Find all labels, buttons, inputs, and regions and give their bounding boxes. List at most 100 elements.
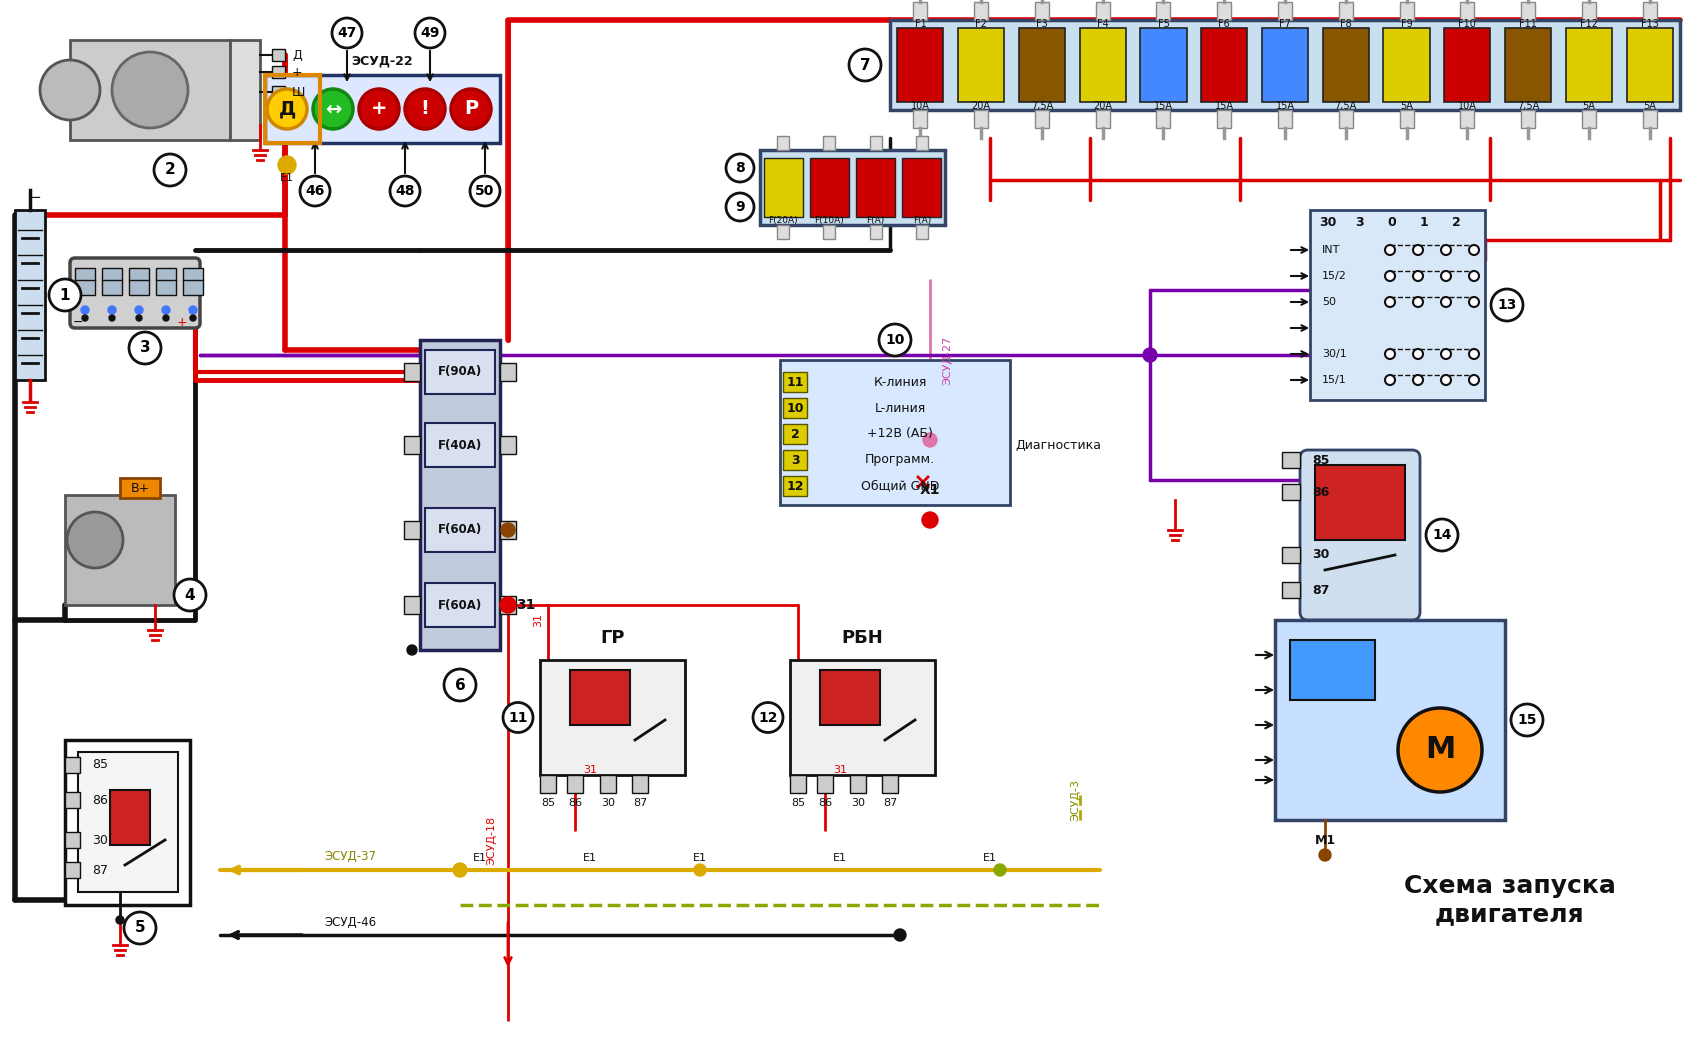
Bar xyxy=(784,450,808,470)
Text: 5A: 5A xyxy=(1583,101,1595,111)
Text: X1: X1 xyxy=(920,483,941,497)
Bar xyxy=(855,158,895,217)
Text: L-линия: L-линия xyxy=(874,402,925,414)
Circle shape xyxy=(1413,271,1423,281)
Circle shape xyxy=(1385,375,1396,385)
Text: F(90A): F(90A) xyxy=(438,366,482,378)
Text: 0: 0 xyxy=(1387,215,1396,229)
Bar xyxy=(102,268,123,295)
Bar xyxy=(1460,2,1474,20)
Text: 15/2: 15/2 xyxy=(1322,271,1346,281)
Bar xyxy=(540,660,685,775)
Text: E1: E1 xyxy=(694,853,707,863)
Bar xyxy=(404,596,419,614)
Text: 7,5A: 7,5A xyxy=(1031,101,1053,111)
Circle shape xyxy=(1442,245,1452,255)
Text: F1: F1 xyxy=(915,19,927,29)
Text: ЭСУД-22: ЭСУД-22 xyxy=(351,54,414,68)
Bar xyxy=(567,775,583,793)
Bar xyxy=(903,158,941,217)
Text: 86: 86 xyxy=(92,794,107,807)
Circle shape xyxy=(1469,349,1479,359)
Text: 47: 47 xyxy=(337,26,356,40)
Text: ЭСУД-18: ЭСУД-18 xyxy=(486,815,496,865)
Bar xyxy=(1157,110,1171,128)
Bar xyxy=(1034,2,1050,20)
Circle shape xyxy=(694,864,705,876)
Bar xyxy=(182,268,203,295)
Text: +: + xyxy=(291,66,303,78)
Circle shape xyxy=(470,176,499,206)
Circle shape xyxy=(314,89,353,129)
Bar xyxy=(230,40,261,140)
Circle shape xyxy=(416,18,445,48)
Text: 3: 3 xyxy=(1356,215,1365,229)
Bar xyxy=(1460,110,1474,128)
Text: 85: 85 xyxy=(92,759,107,772)
Text: М: М xyxy=(1425,736,1455,764)
Text: 8: 8 xyxy=(734,161,745,175)
Circle shape xyxy=(268,89,307,129)
Text: РБН: РБН xyxy=(842,629,883,647)
Circle shape xyxy=(1442,297,1452,307)
Bar xyxy=(915,225,929,238)
Text: 5A: 5A xyxy=(1401,101,1413,111)
Text: 20A: 20A xyxy=(1094,101,1113,111)
Text: 1: 1 xyxy=(60,287,70,302)
Text: 7: 7 xyxy=(861,57,871,72)
Text: 87: 87 xyxy=(1312,583,1329,597)
Text: 5A: 5A xyxy=(1643,101,1656,111)
Circle shape xyxy=(453,863,467,877)
Bar xyxy=(1627,28,1673,102)
Bar xyxy=(1201,28,1247,102)
Text: 10A: 10A xyxy=(912,101,930,111)
Circle shape xyxy=(1469,271,1479,281)
Text: Схема запуска
двигателя: Схема запуска двигателя xyxy=(1404,874,1615,925)
Text: 15A: 15A xyxy=(1154,101,1172,111)
Text: 1: 1 xyxy=(1419,215,1428,229)
Text: F10: F10 xyxy=(1459,19,1476,29)
Text: F11: F11 xyxy=(1520,19,1537,29)
Bar xyxy=(823,136,835,151)
Circle shape xyxy=(501,523,515,537)
Text: F(A): F(A) xyxy=(913,216,930,226)
Bar xyxy=(15,210,44,379)
Bar xyxy=(1290,640,1375,700)
Bar xyxy=(632,775,648,793)
Bar xyxy=(424,423,494,467)
Text: 13: 13 xyxy=(1498,298,1517,312)
Bar xyxy=(1339,110,1353,128)
Bar xyxy=(1096,110,1109,128)
Circle shape xyxy=(390,176,419,206)
Circle shape xyxy=(879,324,912,356)
Bar xyxy=(898,28,944,102)
Bar xyxy=(1566,28,1612,102)
Bar xyxy=(424,583,494,628)
Bar xyxy=(913,110,927,128)
Text: 7,5A: 7,5A xyxy=(1334,101,1356,111)
Bar xyxy=(1384,28,1430,102)
Circle shape xyxy=(406,89,445,129)
Circle shape xyxy=(1385,271,1396,281)
Bar xyxy=(1445,28,1491,102)
Text: F(A): F(A) xyxy=(867,216,884,226)
Bar xyxy=(1581,2,1597,20)
Text: E1: E1 xyxy=(583,853,596,863)
Text: Р: Р xyxy=(463,100,479,119)
Bar xyxy=(883,775,898,793)
Circle shape xyxy=(1413,297,1423,307)
Bar xyxy=(869,136,881,151)
Bar xyxy=(111,790,150,845)
Text: F9: F9 xyxy=(1401,19,1413,29)
Text: ↔: ↔ xyxy=(325,100,341,119)
Text: 5: 5 xyxy=(135,920,145,936)
Bar xyxy=(784,398,808,418)
Bar xyxy=(119,478,160,498)
Circle shape xyxy=(726,154,753,182)
Bar xyxy=(820,670,879,725)
Text: 10: 10 xyxy=(786,402,804,414)
Bar xyxy=(404,436,419,454)
Circle shape xyxy=(407,644,417,655)
Circle shape xyxy=(162,306,170,314)
Bar xyxy=(65,862,80,878)
